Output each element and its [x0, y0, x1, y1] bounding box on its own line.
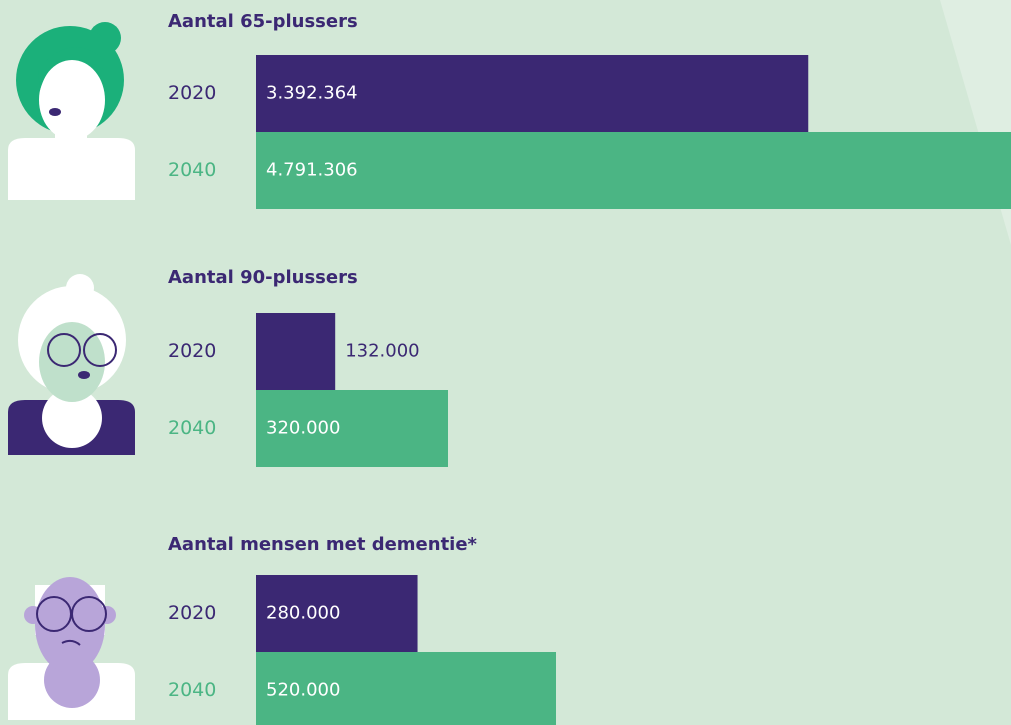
person-illustration — [8, 274, 135, 455]
category-label: 2040 — [168, 417, 216, 439]
value-label: 132.000 — [345, 341, 419, 362]
category-label: 2040 — [168, 159, 216, 181]
category-label: 2020 — [168, 340, 216, 362]
value-label: 280.000 — [266, 603, 340, 624]
category-label: 2040 — [168, 679, 216, 701]
chart-title: Aantal 65-plussers — [168, 11, 358, 32]
value-label: 4.791.306 — [266, 160, 358, 181]
bar — [256, 390, 448, 467]
category-label: 2020 — [168, 602, 216, 624]
chart-title: Aantal 90-plussers — [168, 267, 358, 288]
bar — [256, 652, 556, 725]
category-label: 2020 — [168, 82, 216, 104]
value-label: 320.000 — [266, 418, 340, 439]
person-illustration — [8, 22, 135, 200]
value-label: 3.392.364 — [266, 83, 358, 104]
bar — [256, 313, 336, 390]
value-label: 520.000 — [266, 680, 340, 701]
bar — [256, 55, 809, 132]
bar — [256, 575, 418, 652]
chart-title: Aantal mensen met dementie* — [168, 534, 478, 555]
person-illustration — [8, 577, 135, 720]
bar — [256, 132, 1011, 209]
